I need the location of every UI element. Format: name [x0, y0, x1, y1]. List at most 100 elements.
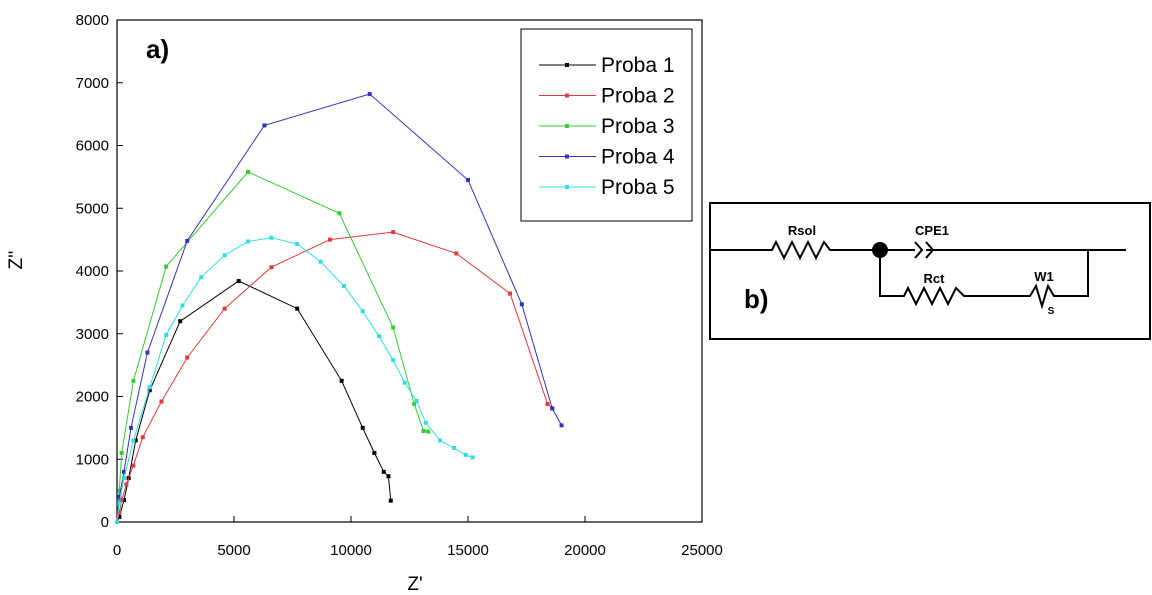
y-tick-label: 0: [101, 514, 109, 531]
label-w1-subscript: S: [1048, 306, 1055, 317]
data-point: [131, 378, 136, 383]
data-point: [372, 450, 377, 455]
legend-label: Proba 1: [601, 54, 675, 77]
x-tick-label: 0: [113, 542, 121, 559]
data-point: [381, 469, 386, 474]
data-point: [180, 303, 185, 308]
legend-label: Proba 3: [601, 115, 675, 138]
data-point: [131, 438, 136, 443]
data-point: [131, 463, 136, 468]
legend-swatch-marker: [565, 185, 569, 189]
data-point: [185, 238, 190, 243]
data-point: [269, 265, 274, 270]
data-point: [295, 242, 300, 247]
legend-label: Proba 2: [601, 85, 675, 108]
legend-item: Proba 4: [539, 146, 675, 169]
data-point: [421, 429, 426, 434]
legend-label: Proba 5: [601, 176, 675, 199]
nyquist-chart: 0 1000 2000 3000 4000 5000 6000 7000 8000 0 5000 1…: [6, 12, 723, 595]
label-w1: W1: [1034, 269, 1054, 284]
panel-label-a: a): [146, 34, 169, 64]
y-tick-label: 1000: [76, 451, 109, 468]
data-point: [147, 385, 152, 390]
data-point: [115, 520, 119, 524]
data-point: [391, 325, 396, 330]
x-tick-label: 15000: [447, 542, 489, 559]
data-point: [466, 178, 470, 183]
y-tick-label: 3000: [76, 326, 109, 343]
legend-swatch-marker: [565, 63, 569, 67]
data-point: [519, 302, 524, 307]
data-point: [122, 476, 127, 481]
resistor-rsol: [710, 239, 880, 261]
legend-item: Proba 5: [539, 176, 675, 199]
panel-label-b: b): [744, 284, 769, 314]
data-point: [246, 169, 251, 174]
cpe-plate-left: [914, 241, 924, 259]
data-point: [402, 380, 407, 385]
data-point: [147, 388, 152, 393]
x-axis: 0 5000 10000 15000 20000 25000: [113, 516, 723, 559]
data-point: [269, 235, 274, 240]
series-line: [116, 231, 553, 523]
series-2: [115, 230, 555, 524]
data-point: [222, 306, 227, 311]
series-4: [115, 92, 564, 524]
data-point: [463, 452, 468, 457]
data-point: [262, 123, 267, 128]
data-point: [133, 438, 138, 443]
data-point: [337, 211, 342, 216]
data-point: [117, 510, 122, 515]
data-point: [122, 469, 127, 474]
x-tick-label: 10000: [330, 542, 372, 559]
circuit-node: [872, 242, 888, 258]
data-point: [129, 425, 134, 430]
y-tick-label: 5000: [76, 200, 109, 217]
legend-item: Proba 1: [539, 54, 675, 77]
series-3: [115, 169, 431, 524]
x-tick-label: 25000: [681, 542, 723, 559]
label-rsol: Rsol: [788, 223, 816, 238]
data-point: [318, 259, 323, 264]
data-point: [437, 438, 442, 443]
data-point: [246, 239, 251, 244]
data-point: [236, 279, 241, 284]
data-point: [367, 92, 372, 97]
y-tick-label: 7000: [76, 75, 109, 92]
legend-label: Proba 4: [601, 146, 675, 169]
y-tick-label: 6000: [76, 138, 109, 155]
resistor-rct: [879, 250, 1024, 307]
y-tick-label: 8000: [76, 12, 109, 29]
data-point: [426, 429, 431, 434]
data-point: [327, 237, 332, 242]
x-tick-label: 20000: [564, 542, 606, 559]
data-point: [451, 445, 456, 450]
data-point: [391, 358, 396, 363]
legend-swatch-marker: [565, 93, 569, 98]
y-axis: 0 1000 2000 3000 4000 5000 6000 7000 8000: [76, 12, 123, 531]
series-5: [115, 235, 475, 524]
data-point: [117, 501, 122, 506]
data-point: [122, 498, 127, 503]
y-tick-label: 4000: [76, 263, 109, 280]
data-point: [454, 251, 459, 256]
circuit-frame: [709, 202, 1151, 340]
label-cpe1: CPE1: [915, 223, 949, 238]
data-point: [124, 482, 129, 487]
data-point: [164, 264, 169, 269]
data-point: [423, 420, 428, 425]
data-point: [222, 253, 227, 258]
data-point: [339, 378, 344, 383]
legend-swatch-marker: [565, 124, 569, 128]
data-point: [164, 333, 169, 338]
data-point: [414, 398, 419, 403]
y-tick-label: 2000: [76, 389, 109, 406]
data-point: [470, 455, 475, 460]
legend-item: Proba 3: [539, 115, 675, 138]
data-point: [388, 498, 393, 503]
data-point: [119, 498, 124, 503]
data-point: [360, 425, 365, 430]
legend-frame: [520, 28, 693, 222]
legend-item: Proba 2: [539, 85, 675, 108]
